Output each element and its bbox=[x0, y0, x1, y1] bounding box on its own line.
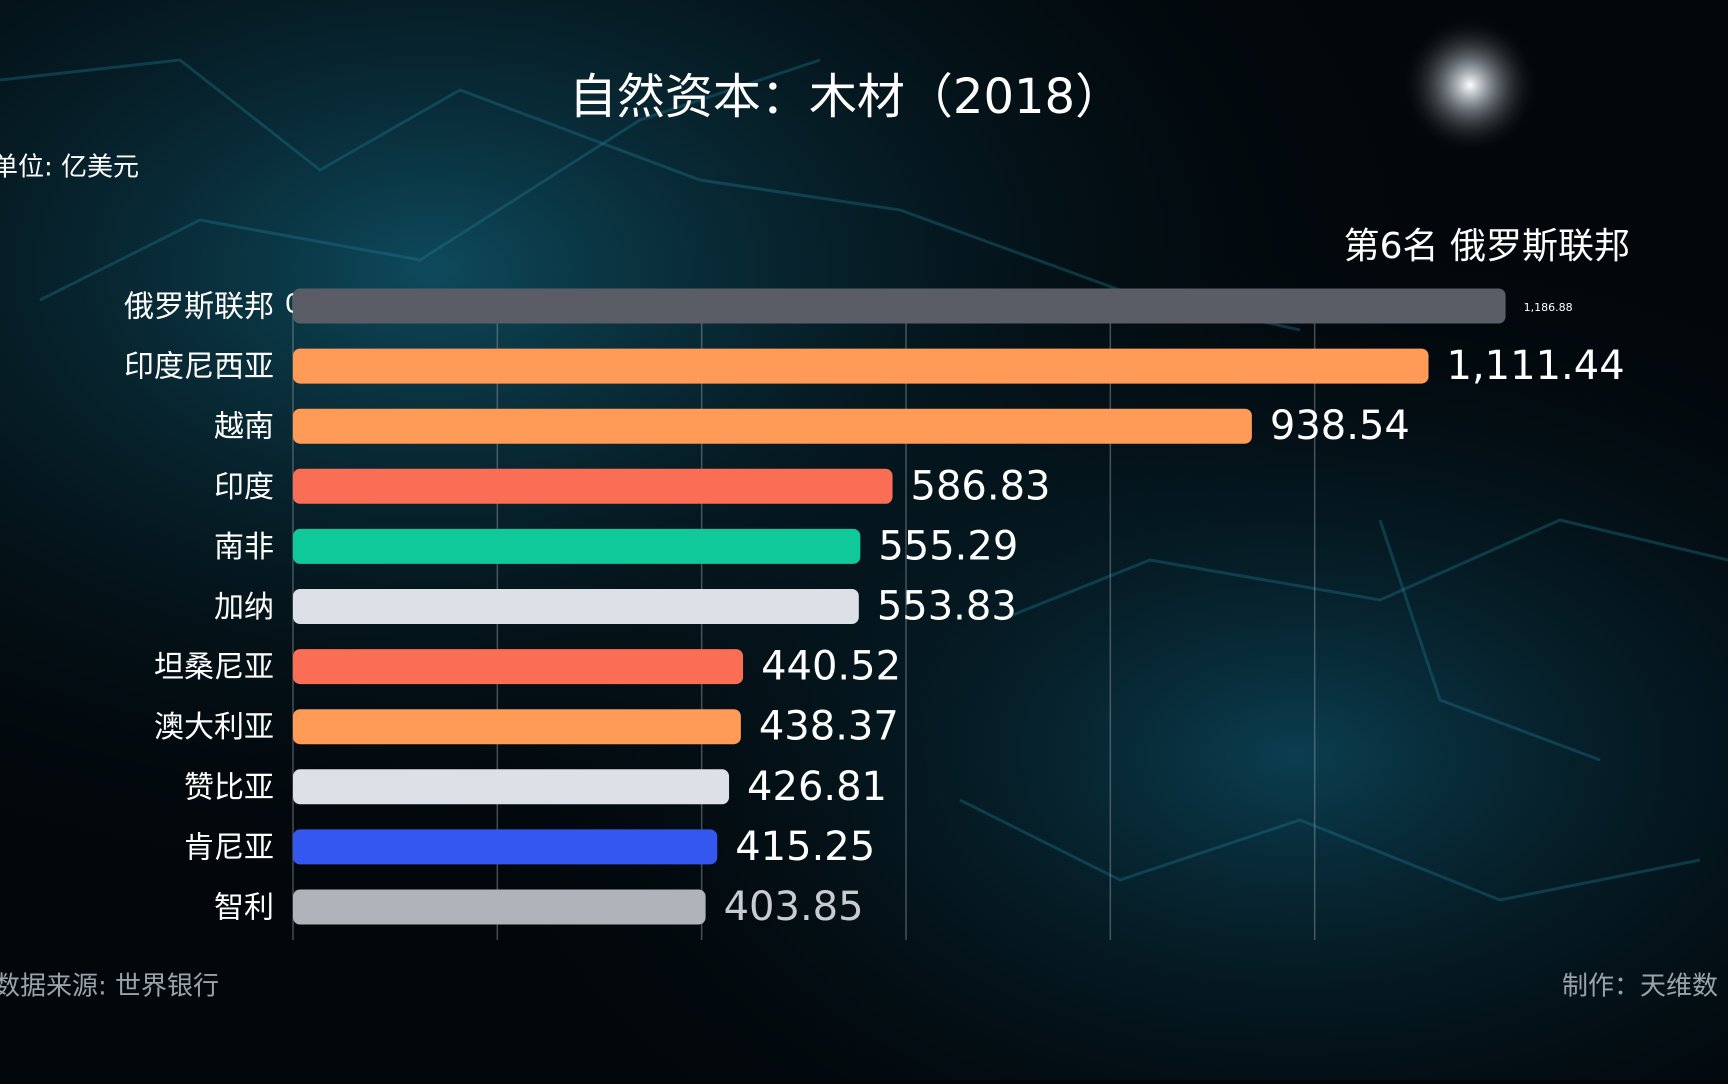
y-tick-label: 印度 bbox=[214, 470, 274, 505]
y-tick-label: 印度尼西亚 bbox=[124, 350, 274, 385]
bar bbox=[293, 649, 744, 685]
bar bbox=[293, 348, 1429, 384]
bar bbox=[293, 408, 1252, 444]
bar bbox=[293, 468, 893, 504]
chart-title: 自然资本：木材（2018） bbox=[569, 69, 1123, 125]
y-tick-label: 肯尼亚 bbox=[184, 830, 274, 865]
value-label: 415.25 bbox=[735, 824, 875, 870]
value-label: 938.54 bbox=[1270, 403, 1410, 449]
value-label: 555.29 bbox=[878, 523, 1018, 569]
value-label: 440.52 bbox=[761, 644, 901, 690]
value-label: 426.81 bbox=[747, 764, 887, 810]
value-label: 438.37 bbox=[759, 704, 899, 750]
rank-label: 第6名 俄罗斯联邦 bbox=[1344, 226, 1630, 267]
y-tick-label: 加纳 bbox=[214, 590, 274, 625]
bar bbox=[293, 589, 859, 624]
y-tick-label: 坦桑尼亚 bbox=[154, 650, 274, 685]
bar bbox=[293, 829, 718, 865]
unit-label: 单位: 亿美元 bbox=[0, 153, 139, 183]
value-label: 553.83 bbox=[877, 584, 1017, 630]
bar bbox=[293, 288, 1506, 324]
bar bbox=[293, 709, 741, 745]
credit: 制作：天维数 bbox=[1562, 972, 1718, 1002]
y-tick-label: 澳大利亚 bbox=[154, 710, 274, 745]
source: 数据来源: 世界银行 bbox=[0, 972, 219, 1002]
value-label: 403.85 bbox=[724, 884, 864, 930]
bar bbox=[293, 528, 861, 564]
y-tick-label: 智利 bbox=[214, 891, 274, 926]
value-label: 1,111.44 bbox=[1447, 343, 1625, 389]
network-decoration bbox=[0, 58, 1728, 902]
value-label: 586.83 bbox=[911, 463, 1051, 509]
y-tick-label: 南非 bbox=[214, 530, 274, 565]
light-flare bbox=[1400, 15, 1540, 155]
y-tick-label: 赞比亚 bbox=[184, 770, 274, 805]
value-label: 1,186.88 bbox=[1524, 301, 1573, 314]
y-tick-label: 越南 bbox=[214, 410, 274, 445]
bar bbox=[293, 769, 730, 805]
y-tick-label: 俄罗斯联邦 bbox=[124, 290, 274, 325]
bar bbox=[293, 889, 706, 925]
